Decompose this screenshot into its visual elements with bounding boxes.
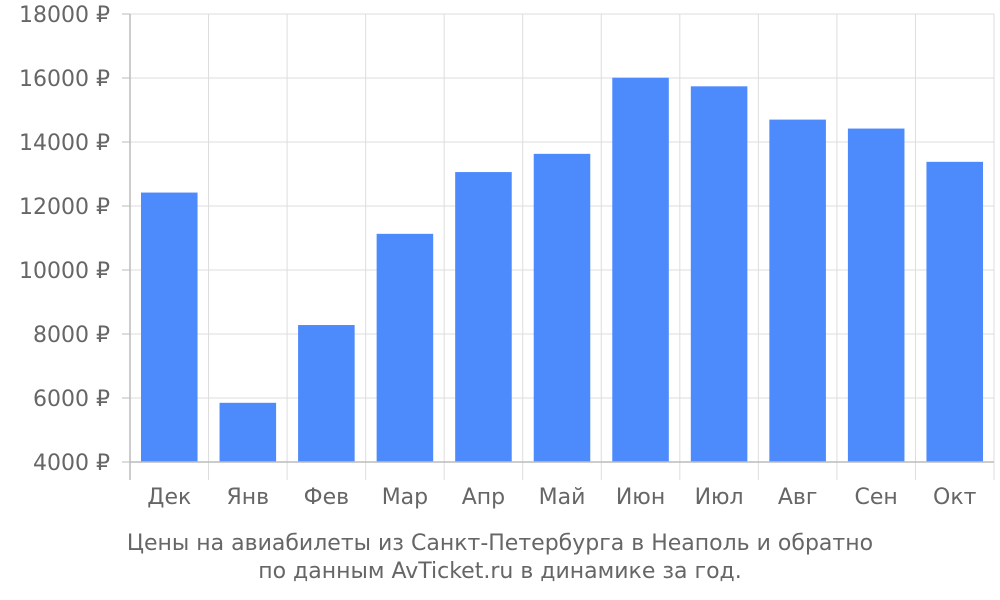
y-tick-label: 10000 ₽ (19, 259, 110, 284)
y-tick-label: 18000 ₽ (19, 3, 110, 28)
bar (847, 128, 905, 462)
caption-line-1: Цены на авиабилеты из Санкт-Петербурга в… (126, 531, 874, 556)
x-tick-label: Авг (778, 485, 818, 510)
bar (298, 325, 355, 462)
x-tick-label: Май (539, 485, 586, 510)
bar-chart: 4000 ₽ 6000 ₽ 8000 ₽ 10000 ₽ 12000 ₽ 14000 ₽ 1… (19, 3, 995, 510)
x-tick-label: Июн (616, 485, 665, 510)
x-tick-label: Янв (226, 485, 269, 510)
bar (455, 172, 512, 462)
x-tick-label: Фев (304, 485, 349, 510)
bar (140, 192, 198, 462)
bar (926, 161, 984, 462)
y-tick-label: 8000 ₽ (33, 323, 110, 348)
y-tick-label: 16000 ₽ (19, 67, 110, 92)
bar (769, 119, 826, 462)
x-tick-label: Мар (382, 485, 428, 510)
y-tick-label: 4000 ₽ (33, 451, 110, 476)
x-tick-label: Сен (855, 485, 898, 510)
y-tick-label: 14000 ₽ (19, 131, 110, 156)
bar (612, 77, 669, 463)
bar (690, 86, 748, 462)
bars (140, 77, 984, 463)
bar (376, 233, 434, 462)
y-tick-label: 12000 ₽ (19, 195, 110, 220)
caption-line-2: по данным AvTicket.ru в динамике за год. (258, 559, 742, 584)
bar (533, 153, 591, 462)
chart-caption: Цены на авиабилеты из Санкт-Петербурга в… (0, 530, 1000, 586)
y-tick-label: 6000 ₽ (33, 387, 110, 412)
tick-labels: 4000 ₽ 6000 ₽ 8000 ₽ 10000 ₽ 12000 ₽ 14000 ₽ 1… (19, 3, 977, 510)
x-tick-label: Апр (462, 485, 505, 510)
bar (219, 402, 277, 462)
x-tick-label: Июл (695, 485, 744, 510)
x-tick-label: Окт (933, 485, 977, 510)
axes (122, 13, 995, 480)
x-tick-label: Дек (147, 485, 191, 510)
